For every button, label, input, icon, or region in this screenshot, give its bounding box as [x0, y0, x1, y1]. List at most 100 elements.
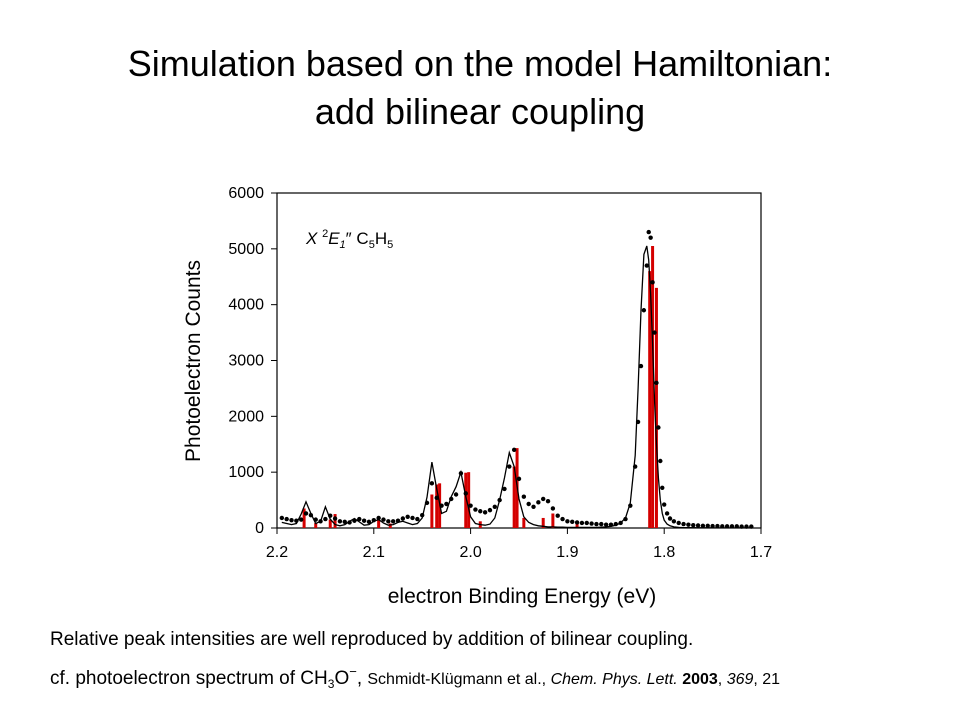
annotation-sub-5a: 5: [369, 239, 375, 251]
experimental-point: [565, 519, 570, 524]
experimental-point: [667, 516, 673, 521]
experimental-point: [299, 517, 304, 522]
experimental-point: [400, 516, 406, 521]
experimental-point: [579, 520, 585, 526]
citation-prefix: cf. photoelectron spectrum of CH: [50, 668, 328, 689]
experimental-point: [574, 520, 580, 525]
experimental-point: [584, 520, 589, 526]
y-tick-label: 4000: [228, 297, 264, 314]
simulated-spectrum-line: [281, 245, 752, 529]
y-tick-label: 2000: [228, 408, 264, 425]
experimental-point: [560, 516, 565, 522]
experimental-point: [294, 518, 299, 523]
experimental-point: [492, 504, 497, 509]
experimental-point: [468, 503, 473, 508]
citation-journal: Chem. Phys. Lett.: [550, 671, 678, 688]
experimental-point: [589, 521, 594, 526]
experimental-point: [603, 522, 609, 527]
experimental-point: [652, 330, 657, 335]
y-tick-label: 5000: [228, 241, 264, 258]
experimental-point: [618, 520, 623, 526]
experimental-point: [463, 491, 468, 496]
experimental-point: [536, 500, 541, 505]
experimental-point: [654, 380, 659, 386]
experimental-point: [550, 506, 556, 511]
experimental-point: [352, 518, 357, 523]
experimental-point: [594, 521, 599, 527]
experimental-point: [323, 516, 328, 522]
experimental-point: [555, 513, 560, 518]
experimental-point: [347, 520, 352, 525]
experimental-point: [644, 263, 649, 268]
x-tick-label: 2.1: [363, 544, 385, 561]
experimental-point: [613, 521, 618, 527]
citation-page: 21: [762, 671, 781, 688]
experimental-point: [342, 519, 347, 525]
plot-area: 2.2 2.1 2.0 1.9 1.8 1.7 0 1000 2000 3000 4000 5000 6…: [228, 185, 772, 561]
experimental-point: [381, 517, 386, 522]
annotation-state-e: E: [328, 229, 340, 248]
citation-volume: 369: [726, 671, 754, 688]
chart-annotation: X 2E1″ C5H5: [305, 228, 393, 251]
experimental-point: [720, 524, 725, 529]
experimental-point: [650, 280, 655, 285]
experimental-point: [284, 516, 289, 522]
experimental-point: [545, 499, 551, 504]
footer-line-2: cf. photoelectron spectrum of CH3O−, Sch…: [50, 656, 950, 700]
slide-title-line-2: add bilinear coupling: [314, 91, 646, 132]
experimental-point: [357, 516, 362, 522]
experimental-point: [473, 507, 478, 512]
experimental-point: [303, 511, 309, 516]
experimental-point: [453, 492, 459, 497]
experimental-point: [635, 419, 641, 425]
y-tick-label: 3000: [228, 353, 264, 370]
experimental-point: [686, 522, 691, 527]
experimental-point: [332, 516, 338, 521]
annotation-c: C: [356, 229, 368, 248]
x-tick-label: 1.9: [556, 544, 578, 561]
x-axis-label: electron Binding Energy (eV): [388, 585, 656, 608]
experimental-point: [641, 308, 647, 313]
experimental-point: [664, 511, 670, 516]
experimental-point: [691, 523, 696, 528]
experimental-point: [289, 517, 294, 523]
experimental-point: [705, 523, 710, 528]
experimental-point: [516, 476, 522, 482]
experimental-point: [449, 496, 454, 502]
experimental-point: [386, 519, 391, 524]
experimental-point: [497, 497, 502, 503]
annotation-double-prime: ″: [346, 229, 357, 248]
experimental-point: [608, 522, 614, 527]
experimental-point: [526, 501, 531, 507]
citation-o: O: [334, 668, 350, 689]
slide-title-line-1: Simulation based on the model Hamiltonia…: [127, 43, 833, 84]
experimental-point: [715, 523, 720, 529]
experimental-point: [648, 235, 653, 240]
experimental-point: [656, 425, 661, 430]
citation-year: 2003: [682, 671, 718, 688]
annotation-sub-1: 1: [340, 239, 346, 251]
slide-footer: Relative peak intensities are well repro…: [50, 624, 950, 700]
x-tick-label: 2.0: [459, 544, 481, 561]
experimental-point: [308, 512, 314, 518]
experimental-point: [366, 519, 372, 525]
experimental-point: [739, 524, 744, 529]
experimental-point: [570, 519, 575, 525]
experimental-point: [734, 524, 739, 529]
annotation-state-x: X: [305, 229, 322, 248]
experimental-point: [390, 519, 396, 524]
experimental-point: [439, 503, 444, 508]
citation-sub-3: 3: [327, 677, 335, 691]
annotation-h: H: [375, 229, 387, 248]
experimental-point: [318, 519, 323, 524]
experimental-point: [632, 464, 638, 469]
experimental-point: [415, 516, 420, 522]
experimental-point: [395, 518, 401, 523]
citation-comma: ,: [356, 668, 368, 689]
experimental-point: [458, 471, 464, 476]
experimental-point: [710, 523, 715, 529]
experimental-point: [376, 515, 381, 521]
experimental-point: [700, 523, 706, 528]
experimental-point: [660, 485, 665, 490]
